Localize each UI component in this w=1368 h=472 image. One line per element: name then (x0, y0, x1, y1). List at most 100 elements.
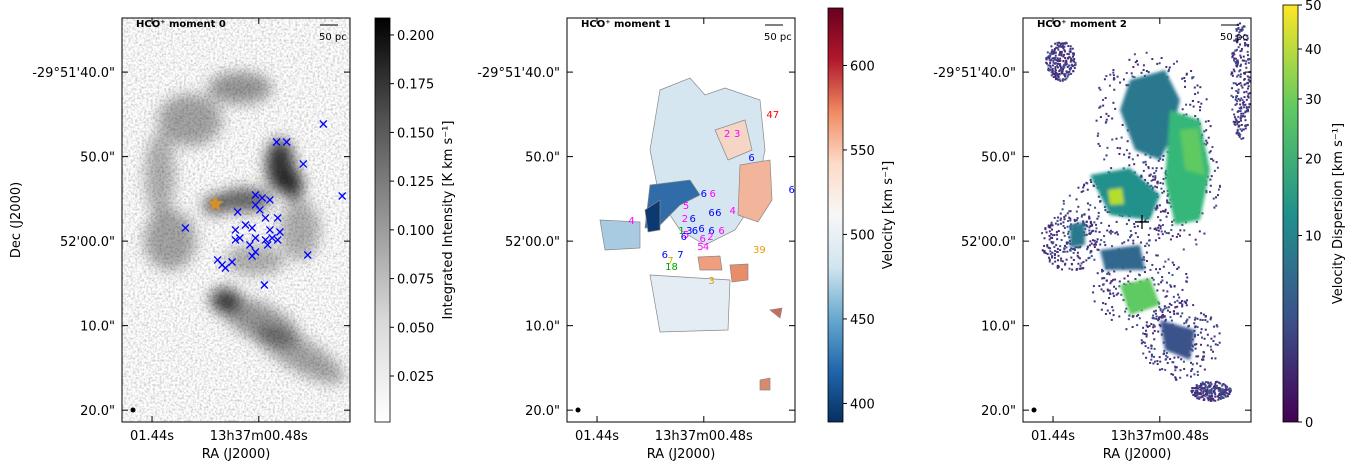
speckle (1179, 301, 1182, 304)
speckle (1239, 43, 1242, 46)
speckle (1218, 386, 1221, 389)
speckle (1094, 242, 1097, 245)
speckle (1155, 268, 1158, 271)
speckle (1149, 156, 1152, 159)
speckle (1174, 376, 1177, 379)
speckle (1052, 59, 1055, 62)
speckle (1245, 39, 1248, 42)
marker-x (263, 240, 272, 249)
speckle (1152, 314, 1155, 317)
speckle (1235, 102, 1238, 105)
speckle (1194, 389, 1197, 392)
speckle (1129, 236, 1132, 239)
speckle (1185, 72, 1188, 75)
speckle (1118, 285, 1121, 288)
speckle (1100, 222, 1103, 225)
speckle (1086, 202, 1089, 205)
colorbar-tick-label: 40 (1305, 43, 1322, 58)
speckle (1211, 146, 1214, 149)
speckle (1133, 222, 1136, 225)
colorbar-label: Velocity [km s⁻¹] (881, 161, 896, 269)
speckle (1153, 283, 1156, 286)
speckle (1058, 78, 1061, 81)
speckle (1080, 262, 1083, 265)
speckle (1237, 88, 1240, 91)
speckle (1062, 231, 1065, 234)
speckle (1088, 232, 1091, 235)
speckle (1190, 390, 1193, 393)
speckle (1064, 64, 1067, 67)
speckle (1218, 394, 1221, 397)
speckle (1089, 251, 1092, 254)
speckle (1110, 167, 1113, 170)
speckle (1215, 324, 1218, 327)
speckle (1209, 190, 1212, 193)
speckle (1054, 71, 1057, 74)
source-label: 1 (678, 226, 684, 237)
speckle (1212, 340, 1215, 343)
speckle (1244, 119, 1247, 122)
speckle (1063, 73, 1066, 76)
speckle (1059, 51, 1062, 54)
source-label: 5 (697, 242, 703, 253)
speckle (1175, 378, 1178, 381)
speckle (1171, 261, 1174, 264)
speckle (1090, 250, 1093, 253)
speckle (1063, 234, 1066, 237)
speckle (1165, 232, 1168, 235)
scalebar-label: 50 pc (764, 32, 792, 43)
plot-frame (1022, 17, 1252, 423)
speckle (1209, 178, 1212, 181)
speckle (1205, 98, 1208, 101)
speckle (1223, 389, 1226, 392)
speckle (1097, 132, 1100, 135)
x-tick-label: 13h37m00.48s (210, 429, 308, 444)
panel-title: HCO⁺ moment 2 (1037, 19, 1127, 30)
speckle (1243, 34, 1246, 37)
speckle (1142, 352, 1145, 355)
speckle (1047, 64, 1050, 67)
speckle (1067, 73, 1070, 76)
speckle (1076, 217, 1079, 220)
speckle (1247, 58, 1250, 61)
speckle (1150, 358, 1153, 361)
speckle (1162, 289, 1165, 292)
speckle (1075, 198, 1078, 201)
speckle (1186, 374, 1189, 377)
speckle (1199, 396, 1202, 399)
speckle (1095, 223, 1098, 226)
speckle (1115, 137, 1118, 140)
speckle (1042, 249, 1045, 252)
speckle (1058, 53, 1061, 56)
speckle (1204, 120, 1207, 123)
speckle (1108, 273, 1111, 276)
speckle (1088, 244, 1091, 247)
speckle (1057, 78, 1060, 81)
speckle (1093, 300, 1096, 303)
speckle (1232, 82, 1235, 85)
speckle (1134, 232, 1137, 235)
speckle (1239, 82, 1242, 85)
speckle (1157, 330, 1160, 333)
speckle (1094, 230, 1097, 233)
speckle (1242, 128, 1245, 131)
speckle (1113, 285, 1116, 288)
speckle (1155, 317, 1158, 320)
speckle (1139, 176, 1142, 179)
speckle (1177, 266, 1180, 269)
speckle (1096, 248, 1099, 251)
speckle (1127, 239, 1130, 242)
marker-plus (1135, 214, 1149, 229)
speckle (1192, 387, 1195, 390)
speckle (1244, 127, 1247, 130)
speckle (1063, 247, 1066, 250)
speckle (1231, 74, 1234, 77)
speckle (1066, 75, 1069, 78)
speckle (1066, 212, 1069, 215)
speckle (1073, 248, 1076, 251)
source-label: 6 (692, 226, 698, 237)
plot-frame (566, 17, 796, 423)
speckle (1108, 84, 1111, 87)
speckle (1201, 395, 1204, 398)
speckle (1044, 228, 1047, 231)
